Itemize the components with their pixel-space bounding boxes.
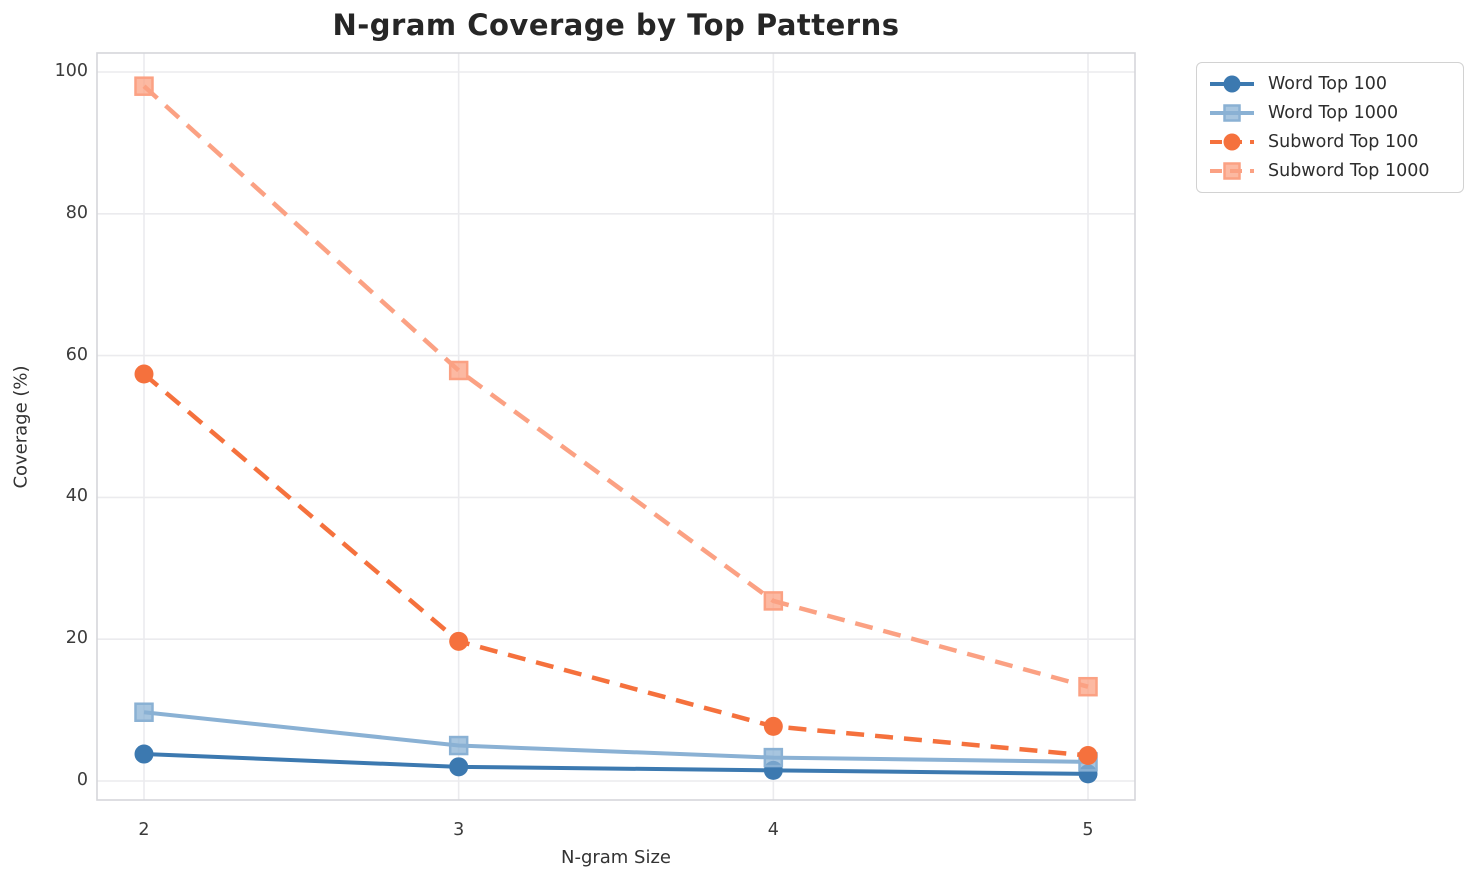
y-tick-label: 80 — [65, 202, 88, 223]
dashed-line-square-marker-icon — [1210, 162, 1254, 180]
series-line-word-top-100 — [143, 752, 1089, 776]
y-tick-label: 20 — [65, 628, 88, 649]
y-tick-label: 60 — [65, 344, 88, 365]
legend-label: Word Top 100 — [1268, 74, 1388, 94]
data-point — [134, 702, 154, 722]
plot-border — [96, 52, 1136, 801]
data-point — [449, 757, 469, 777]
legend-label: Subword Top 1000 — [1268, 161, 1430, 181]
dashed-line-circle-marker-icon — [1210, 133, 1254, 151]
chart-title: N-gram Coverage by Top Patterns — [332, 8, 900, 42]
x-tick-label: 2 — [138, 820, 150, 840]
data-point — [449, 631, 469, 651]
y-tick-label: 100 — [54, 61, 88, 81]
x-tick-label: 4 — [767, 820, 779, 840]
series-line-subword-top-100 — [142, 372, 1089, 758]
solid-line-square-marker-icon — [1210, 104, 1254, 122]
legend-label: Word Top 1000 — [1268, 103, 1399, 123]
x-tick-label: 3 — [453, 820, 465, 840]
data-point — [448, 360, 469, 381]
series-line-subword-top-1000 — [142, 84, 1089, 689]
data-point — [134, 744, 154, 764]
legend-item-word-top-1000: Word Top 1000 — [1209, 102, 1451, 124]
y-axis-label: Coverage (%) — [10, 365, 32, 489]
data-point — [448, 735, 469, 756]
x-tick-label: 5 — [1082, 820, 1094, 840]
legend-item-subword-top-1000: Subword Top 1000 — [1209, 160, 1451, 182]
data-point — [1078, 676, 1098, 697]
data-point — [763, 716, 783, 736]
data-point — [134, 76, 154, 96]
legend: Word Top 100 Word Top 1000 Subword Top 100… — [1196, 62, 1464, 193]
y-tick-label: 40 — [65, 486, 88, 507]
data-point — [1078, 745, 1098, 765]
data-point — [763, 747, 784, 768]
data-point — [763, 591, 784, 611]
legend-label: Subword Top 100 — [1268, 132, 1419, 152]
x-axis-label: N-gram Size — [560, 847, 672, 868]
legend-item-subword-top-100: Subword Top 100 — [1209, 131, 1451, 153]
legend-item-word-top-100: Word Top 100 — [1209, 73, 1451, 95]
data-point — [134, 364, 154, 384]
series-line-word-top-1000 — [143, 710, 1089, 764]
solid-line-circle-marker-icon — [1210, 75, 1254, 93]
y-tick-label: 0 — [76, 770, 88, 790]
